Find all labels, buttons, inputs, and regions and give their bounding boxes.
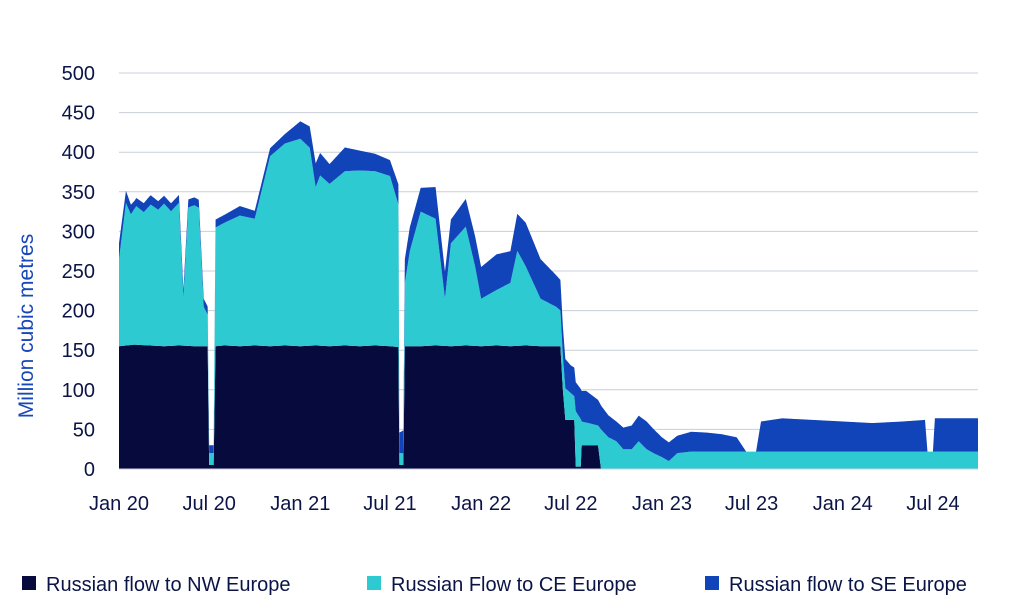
x-tick-label: Jan 22: [451, 493, 511, 515]
y-tick-label: 450: [62, 103, 95, 125]
x-tick-label: Jul 24: [906, 493, 959, 515]
series-area-2: [119, 138, 978, 470]
y-tick-label: 150: [62, 340, 95, 362]
x-tick-label: Jul 23: [725, 493, 778, 515]
legend-swatch: [22, 576, 36, 590]
y-tick-label: 300: [62, 221, 95, 243]
plot-area: [119, 121, 978, 470]
y-tick-label: 100: [62, 380, 95, 402]
legend: Russian flow to NW Europe Russian Flow to…: [22, 574, 967, 596]
y-tick-label: 500: [62, 63, 95, 85]
y-tick-label: 200: [62, 301, 95, 323]
legend-label: Russian Flow to CE Europe: [391, 574, 637, 596]
x-tick-label: Jan 21: [270, 493, 330, 515]
x-tick-label: Jul 20: [182, 493, 235, 515]
x-tick-label: Jan 23: [632, 493, 692, 515]
x-tick-label: Jul 22: [544, 493, 597, 515]
y-tick-label: 400: [62, 142, 95, 164]
y-axis-title: Million cubic metres: [15, 234, 38, 418]
x-tick-label: Jan 20: [89, 493, 149, 515]
legend-swatch: [705, 576, 719, 590]
x-tick-label: Jan 24: [813, 493, 873, 515]
y-tick-label: 0: [84, 459, 95, 481]
y-axis: 0 50 100 150 200 250 300 350 400 450 500: [62, 63, 95, 481]
y-tick-label: 250: [62, 261, 95, 283]
y-tick-label: 350: [62, 182, 95, 204]
legend-label: Russian flow to NW Europe: [46, 574, 291, 596]
series-area-3: [119, 121, 978, 462]
legend-label: Russian flow to SE Europe: [729, 574, 967, 596]
x-tick-label: Jul 21: [363, 493, 416, 515]
y-tick-label: 50: [73, 419, 95, 441]
x-axis: Jan 20 Jul 20 Jan 21 Jul 21 Jan 22 Jul 22 Jan …: [89, 493, 960, 515]
legend-swatch: [367, 576, 381, 590]
series-area-1: [119, 344, 978, 469]
